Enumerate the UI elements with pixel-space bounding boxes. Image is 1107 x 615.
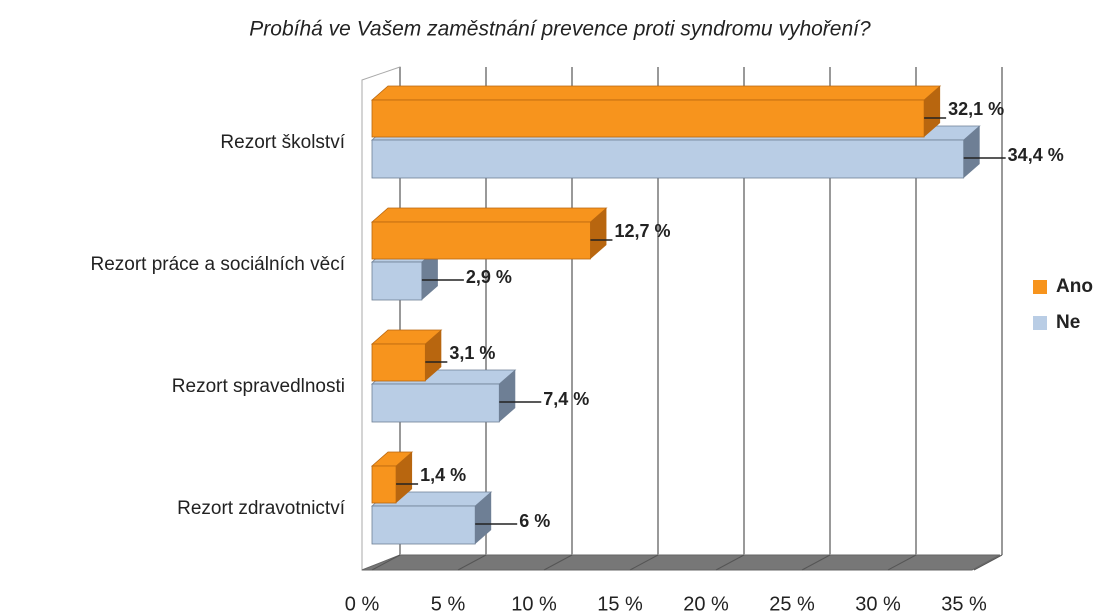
floor-line — [887, 554, 917, 571]
data-label: 34,4 % — [1008, 145, 1064, 165]
floor-line — [371, 554, 401, 571]
bar-side — [499, 370, 516, 422]
bar — [371, 343, 426, 382]
floor-line — [715, 554, 745, 571]
bar — [371, 383, 500, 423]
bar-side — [590, 208, 607, 259]
x-tick-label: 0 % — [345, 593, 380, 615]
bar-side — [924, 86, 941, 137]
x-tick-label: 35 % — [941, 593, 987, 615]
x-tick-label: 25 % — [769, 593, 815, 615]
legend-swatch — [1033, 280, 1047, 294]
bar — [371, 99, 925, 138]
x-tick-label: 10 % — [511, 593, 557, 615]
legend-label: Ne — [1056, 312, 1080, 333]
x-tick-label: 5 % — [431, 593, 466, 615]
floor-line — [973, 554, 1003, 571]
bar-top — [370, 85, 942, 101]
bar-side — [421, 248, 438, 300]
bar — [371, 139, 965, 179]
bar-side — [396, 452, 413, 503]
floor-line — [629, 554, 659, 571]
bar-top — [370, 207, 608, 223]
legend-swatch — [1033, 316, 1047, 330]
data-label: 3,1 % — [449, 343, 495, 363]
floor — [361, 554, 1001, 571]
x-tick-label: 15 % — [597, 593, 643, 615]
data-label: 2,9 % — [466, 267, 512, 287]
y-tick-label: Rezort spravedlnosti — [172, 376, 345, 397]
y-tick-label: Rezort školství — [220, 132, 345, 153]
bar — [371, 465, 397, 504]
floor-line — [457, 554, 487, 571]
x-tick-label: 30 % — [855, 593, 901, 615]
data-label: 1,4 % — [420, 465, 466, 485]
data-label: 7,4 % — [543, 389, 589, 409]
bar-side — [475, 492, 492, 544]
chart-title: Probíhá ve Vašem zaměstnání prevence pro… — [249, 18, 871, 41]
data-label: 12,7 % — [614, 221, 670, 241]
bar-side — [963, 126, 980, 178]
floor-line — [801, 554, 831, 571]
y-tick-label: Rezort práce a sociálních věcí — [90, 254, 345, 275]
data-label: 6 % — [519, 511, 550, 531]
floor-line — [543, 554, 573, 571]
bar — [371, 261, 423, 301]
x-tick-label: 20 % — [683, 593, 729, 615]
bar — [371, 505, 476, 545]
data-label: 32,1 % — [948, 99, 1004, 119]
bar — [371, 221, 591, 260]
legend-label: Ano — [1056, 276, 1093, 297]
y-tick-label: Rezort zdravotnictví — [177, 498, 346, 519]
bar-side — [425, 330, 442, 381]
